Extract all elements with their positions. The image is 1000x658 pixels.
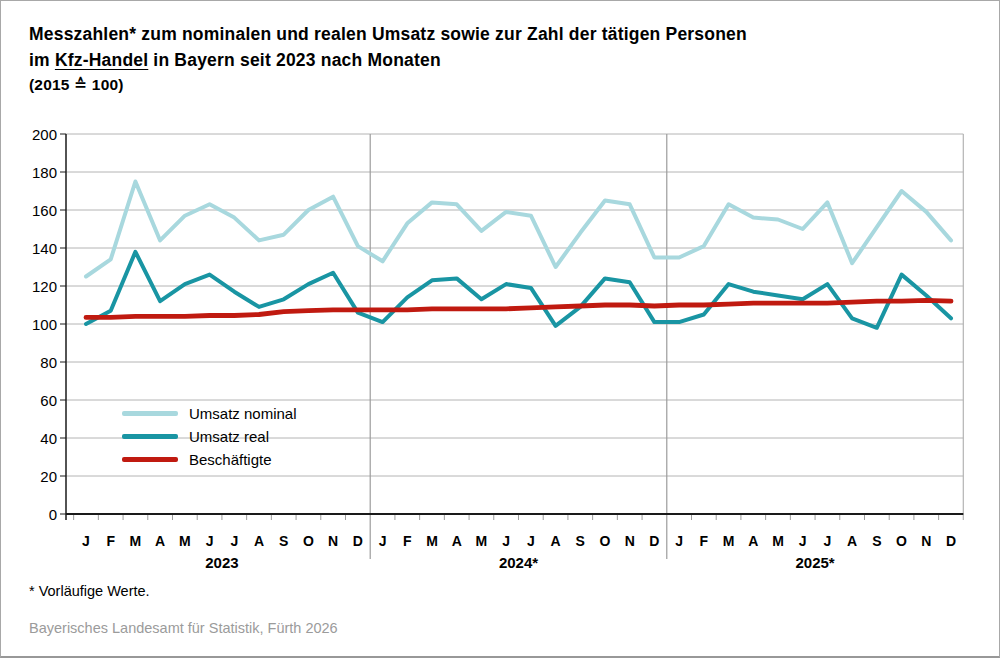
svg-text:20: 20 <box>40 468 57 485</box>
svg-text:A: A <box>748 533 758 549</box>
svg-text:2023: 2023 <box>205 554 238 571</box>
svg-text:40: 40 <box>40 430 57 447</box>
svg-text:100: 100 <box>32 316 57 333</box>
svg-text:O: O <box>600 533 611 549</box>
line-chart: 020406080100120140160180200JFMAMJJASONDJ… <box>1 1 1000 658</box>
svg-text:N: N <box>625 533 635 549</box>
svg-text:M: M <box>179 533 191 549</box>
svg-text:180: 180 <box>32 164 57 181</box>
x-axis-month-labels: JFMAMJJASONDJFMAMJJASONDJFMAMJJASOND <box>82 533 956 549</box>
x-axis-ticks <box>74 134 964 559</box>
svg-text:M: M <box>130 533 142 549</box>
chart-page: Messzahlen* zum nominalen und realen Ums… <box>0 0 1000 658</box>
y-axis-labels: 0 20 40 60 80 100 120 140 160 180 200 <box>32 126 57 523</box>
svg-text:120: 120 <box>32 278 57 295</box>
svg-text:A: A <box>551 533 561 549</box>
svg-text:J: J <box>799 533 807 549</box>
source-credit: Bayerisches Landesamt für Statistik, Für… <box>29 620 338 636</box>
legend-label-umsatz-nominal: Umsatz nominal <box>189 405 297 422</box>
chart-legend: Umsatz nominal Umsatz real Beschäftigte <box>122 402 297 471</box>
svg-text:J: J <box>230 533 238 549</box>
svg-text:J: J <box>824 533 832 549</box>
legend-label-beschaeftigte: Beschäftigte <box>189 451 272 468</box>
series-umsatz-nominal <box>86 182 951 277</box>
svg-text:J: J <box>527 533 535 549</box>
svg-text:O: O <box>303 533 314 549</box>
svg-text:S: S <box>576 533 585 549</box>
svg-text:S: S <box>279 533 288 549</box>
svg-text:2025*: 2025* <box>795 554 834 571</box>
y-axis-ticks <box>60 134 66 514</box>
svg-text:M: M <box>772 533 784 549</box>
svg-text:F: F <box>106 533 115 549</box>
svg-text:140: 140 <box>32 240 57 257</box>
x-axis-year-labels: 2023 2024* 2025* <box>205 554 835 571</box>
svg-text:D: D <box>946 533 956 549</box>
legend-swatch-beschaeftigte <box>122 457 178 462</box>
legend-label-umsatz-real: Umsatz real <box>189 428 269 445</box>
svg-text:D: D <box>649 533 659 549</box>
legend-swatch-umsatz-nominal <box>122 411 178 416</box>
svg-text:A: A <box>155 533 165 549</box>
svg-text:200: 200 <box>32 126 57 143</box>
svg-text:N: N <box>921 533 931 549</box>
svg-text:0: 0 <box>49 506 57 523</box>
svg-text:N: N <box>328 533 338 549</box>
series-besch-ftigte <box>86 300 951 317</box>
svg-text:J: J <box>675 533 683 549</box>
svg-text:A: A <box>847 533 857 549</box>
svg-text:J: J <box>82 533 90 549</box>
svg-text:2024*: 2024* <box>499 554 538 571</box>
svg-text:60: 60 <box>40 392 57 409</box>
svg-text:M: M <box>426 533 438 549</box>
svg-text:S: S <box>872 533 881 549</box>
svg-text:A: A <box>254 533 264 549</box>
svg-text:J: J <box>379 533 387 549</box>
svg-text:O: O <box>896 533 907 549</box>
svg-text:160: 160 <box>32 202 57 219</box>
svg-text:J: J <box>206 533 214 549</box>
legend-item-umsatz-real: Umsatz real <box>122 425 297 448</box>
svg-text:F: F <box>700 533 709 549</box>
svg-text:M: M <box>476 533 488 549</box>
legend-swatch-umsatz-real <box>122 434 178 439</box>
svg-text:D: D <box>353 533 363 549</box>
svg-text:F: F <box>403 533 412 549</box>
svg-text:A: A <box>452 533 462 549</box>
svg-text:80: 80 <box>40 354 57 371</box>
svg-text:J: J <box>502 533 510 549</box>
legend-item-beschaeftigte: Beschäftigte <box>122 448 297 471</box>
svg-text:M: M <box>723 533 735 549</box>
legend-item-umsatz-nominal: Umsatz nominal <box>122 402 297 425</box>
footnote: * Vorläufige Werte. <box>29 583 150 599</box>
